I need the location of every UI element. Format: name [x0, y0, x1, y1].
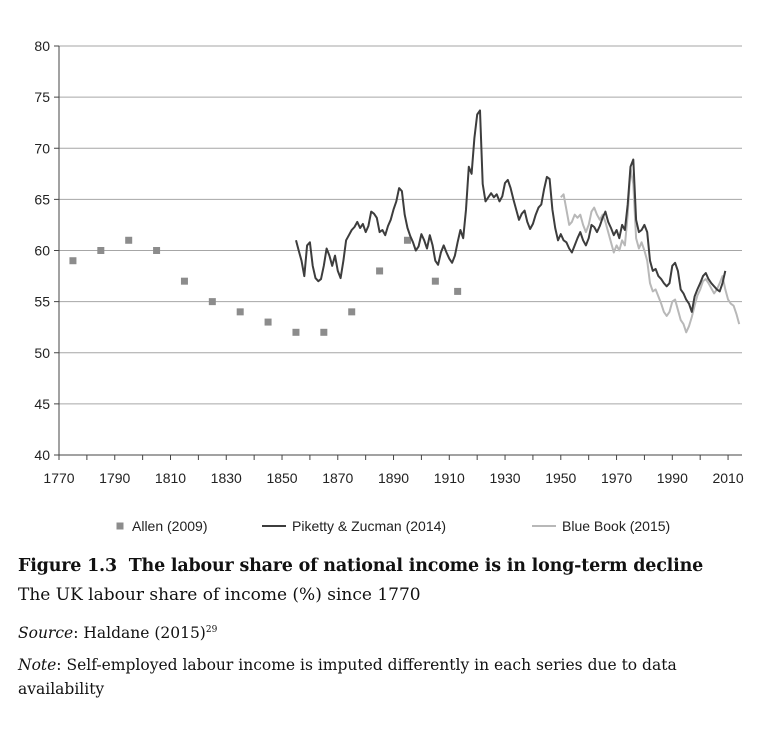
allen-point-1805 [153, 247, 161, 254]
x-tick-label-2010: 2010 [712, 470, 743, 486]
y-tick-label-65: 65 [34, 191, 50, 207]
y-axis: 40 45 50 55 60 65 70 75 80 [34, 38, 60, 463]
source-line: Source: Haldane (2015)29 [18, 624, 758, 642]
legend-marker-0 [116, 522, 124, 530]
legend-item-0: Allen (2009) [116, 518, 208, 534]
allen-point-1785 [97, 247, 105, 254]
x-tick-label-1990: 1990 [657, 470, 688, 486]
figure-subtitle: The UK labour share of income (%) since … [18, 585, 421, 605]
y-tick-label-70: 70 [34, 140, 50, 156]
y-tick-label-75: 75 [34, 89, 50, 105]
x-tick-label-1770: 1770 [43, 470, 74, 486]
x-axis: 1770 1790 1810 1830 1850 1870 1890 1910 1930 1950… [43, 454, 744, 486]
y-tick-label-50: 50 [34, 345, 50, 361]
x-tick-label-1830: 1830 [211, 470, 242, 486]
series-line-1 [295, 109, 727, 313]
legend-label-1: Piketty & Zucman (2014) [292, 518, 446, 534]
x-tick-label-1790: 1790 [99, 470, 130, 486]
allen-point-1875 [348, 308, 356, 316]
source-ref: 29 [205, 624, 218, 635]
figure-title-text: The labour share of national income is i… [128, 556, 704, 576]
allen-point-1855 [292, 328, 300, 336]
figure-label: Figure 1.3 [18, 556, 117, 576]
figure-title: Figure 1.3 The labour share of national … [18, 556, 758, 576]
x-tick-label-1850: 1850 [266, 470, 297, 486]
allen-point-1815 [180, 277, 188, 285]
y-tick-label-40: 40 [34, 447, 50, 463]
allen-point-1913 [454, 287, 462, 295]
series-1 [295, 109, 727, 313]
series-2 [560, 167, 741, 334]
x-tick-label-1910: 1910 [434, 470, 465, 486]
note-text: : Self-employed labour income is imputed… [18, 656, 677, 698]
y-tick-label-55: 55 [34, 294, 50, 310]
source-text: : Haldane (2015) [73, 624, 206, 642]
note-line: Note: Self-employed labour income is imp… [18, 653, 758, 701]
y-tick-label-80: 80 [34, 38, 50, 54]
y-tick-label-45: 45 [34, 396, 50, 412]
allen-point-1885 [376, 267, 384, 275]
legend-item-1: Piketty & Zucman (2014) [262, 518, 446, 534]
allen-point-1845 [264, 318, 272, 326]
allen-point-1795 [125, 236, 133, 244]
series-line-2 [560, 167, 741, 334]
x-tick-label-1950: 1950 [545, 470, 576, 486]
legend: Allen (2009) Piketty & Zucman (2014) Blue … [116, 518, 670, 534]
legend-label-0: Allen (2009) [132, 518, 208, 534]
source-label: Source [18, 624, 74, 642]
series-layer [69, 109, 741, 336]
allen-point-1835 [236, 308, 244, 316]
series-0 [69, 236, 462, 336]
x-tick-label-1870: 1870 [322, 470, 353, 486]
allen-point-1825 [208, 298, 216, 306]
allen-point-1865 [320, 328, 328, 336]
x-tick-label-1810: 1810 [155, 470, 186, 486]
allen-point-1775 [69, 257, 77, 265]
y-tick-label-60: 60 [34, 243, 50, 259]
legend-item-2: Blue Book (2015) [532, 518, 670, 534]
allen-point-1905 [431, 277, 439, 285]
x-tick-label-1970: 1970 [601, 470, 632, 486]
allen-point-1895 [403, 236, 411, 244]
grid-lines [59, 45, 742, 456]
x-tick-label-1890: 1890 [378, 470, 409, 486]
note-label: Note [18, 656, 57, 674]
x-tick-label-1930: 1930 [489, 470, 520, 486]
legend-label-2: Blue Book (2015) [562, 518, 670, 534]
